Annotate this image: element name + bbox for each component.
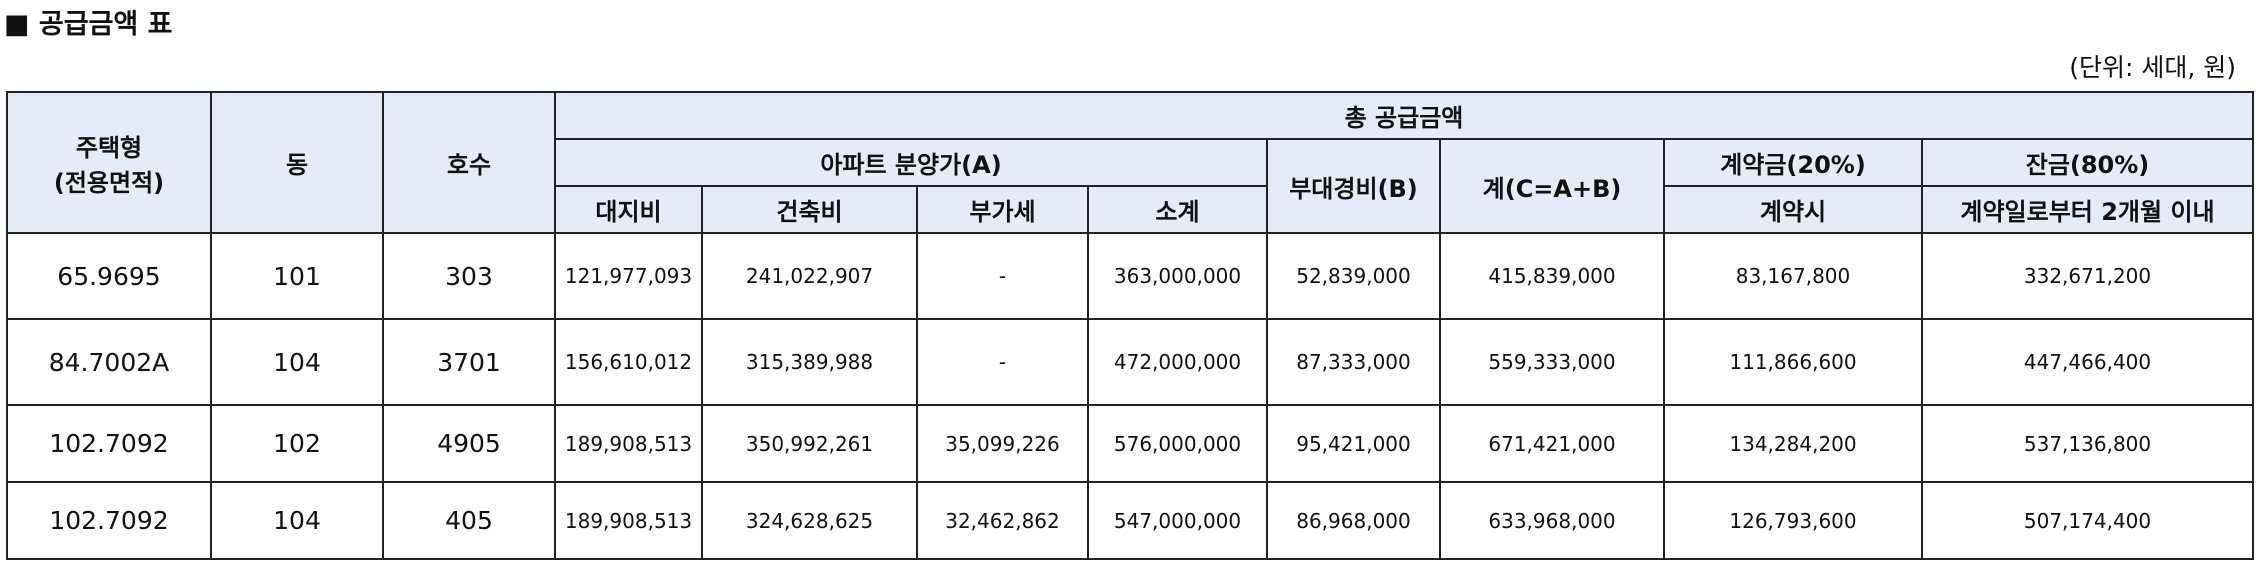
table-row: 102.7092 104 405 189,908,513 324,628,625… — [6, 481, 2255, 560]
cell-type: 65.9695 — [6, 232, 212, 320]
header-sum: 계(C=A+B) — [1439, 138, 1665, 234]
cell-balance: 447,466,400 — [1920, 318, 2255, 406]
header-house-type-line1: 주택형 — [75, 133, 143, 162]
header-balance: 잔금(80%) — [1920, 138, 2255, 187]
header-total-supply: 총 공급금액 — [553, 91, 2255, 140]
cell-deposit: 126,793,600 — [1663, 481, 1923, 560]
cell-land: 189,908,513 — [554, 481, 703, 560]
cell-deposit: 111,866,600 — [1663, 318, 1923, 406]
header-dong: 동 — [210, 91, 384, 234]
cell-subtotal: 547,000,000 — [1087, 481, 1268, 560]
cell-dong: 102 — [210, 404, 384, 483]
cell-deposit: 134,284,200 — [1663, 404, 1923, 483]
cell-ho: 4905 — [382, 404, 556, 483]
cell-ho: 3701 — [382, 318, 556, 406]
cell-sum: 415,839,000 — [1439, 232, 1665, 320]
cell-extra: 52,839,000 — [1266, 232, 1441, 320]
cell-subtotal: 576,000,000 — [1087, 404, 1268, 483]
table-row: 65.9695 101 303 121,977,093 241,022,907 … — [6, 232, 2255, 320]
header-apt-price: 아파트 분양가(A) — [554, 138, 1268, 187]
header-house-type-line2: (전용면적) — [53, 168, 165, 197]
table-row: 102.7092 102 4905 189,908,513 350,992,26… — [6, 404, 2255, 483]
table-row: 84.7002A 104 3701 156,610,012 315,389,98… — [6, 318, 2255, 406]
supply-price-table: 주택형 (전용면적) 동 호수 총 공급금액 아파트 분양가(A) 부대경비(B… — [6, 91, 2255, 560]
cell-extra: 86,968,000 — [1266, 481, 1441, 560]
cell-sum: 633,968,000 — [1439, 481, 1665, 560]
cell-building: 324,628,625 — [701, 481, 918, 560]
cell-type: 84.7002A — [6, 318, 212, 406]
cell-subtotal: 363,000,000 — [1087, 232, 1268, 320]
cell-extra: 95,421,000 — [1266, 404, 1441, 483]
header-ho: 호수 — [382, 91, 556, 234]
cell-land: 156,610,012 — [554, 318, 703, 406]
header-vat: 부가세 — [916, 185, 1089, 234]
cell-vat: - — [916, 232, 1089, 320]
cell-vat: 32,462,862 — [916, 481, 1089, 560]
cell-vat: - — [916, 318, 1089, 406]
header-extra-cost: 부대경비(B) — [1266, 138, 1441, 234]
header-deposit: 계약금(20%) — [1663, 138, 1923, 187]
header-at-contract: 계약시 — [1663, 185, 1923, 234]
cell-type: 102.7092 — [6, 481, 212, 560]
cell-land: 121,977,093 — [554, 232, 703, 320]
cell-building: 241,022,907 — [701, 232, 918, 320]
page-title: ■ 공급금액 표 — [4, 9, 173, 40]
cell-subtotal: 472,000,000 — [1087, 318, 1268, 406]
cell-extra: 87,333,000 — [1266, 318, 1441, 406]
unit-note: (단위: 세대, 원) — [2069, 53, 2236, 82]
cell-ho: 405 — [382, 481, 556, 560]
header-house-type: 주택형 (전용면적) — [6, 91, 212, 234]
header-subtotal: 소계 — [1087, 185, 1268, 234]
cell-land: 189,908,513 — [554, 404, 703, 483]
header-within-2-months: 계약일로부터 2개월 이내 — [1920, 185, 2255, 234]
cell-balance: 507,174,400 — [1920, 481, 2255, 560]
cell-dong: 104 — [210, 318, 384, 406]
cell-sum: 559,333,000 — [1439, 318, 1665, 406]
cell-building: 350,992,261 — [701, 404, 918, 483]
cell-balance: 537,136,800 — [1920, 404, 2255, 483]
cell-balance: 332,671,200 — [1920, 232, 2255, 320]
cell-ho: 303 — [382, 232, 556, 320]
header-land: 대지비 — [554, 185, 703, 234]
cell-deposit: 83,167,800 — [1663, 232, 1923, 320]
cell-dong: 104 — [210, 481, 384, 560]
header-building: 건축비 — [701, 185, 918, 234]
cell-sum: 671,421,000 — [1439, 404, 1665, 483]
cell-building: 315,389,988 — [701, 318, 918, 406]
cell-type: 102.7092 — [6, 404, 212, 483]
cell-vat: 35,099,226 — [916, 404, 1089, 483]
cell-dong: 101 — [210, 232, 384, 320]
